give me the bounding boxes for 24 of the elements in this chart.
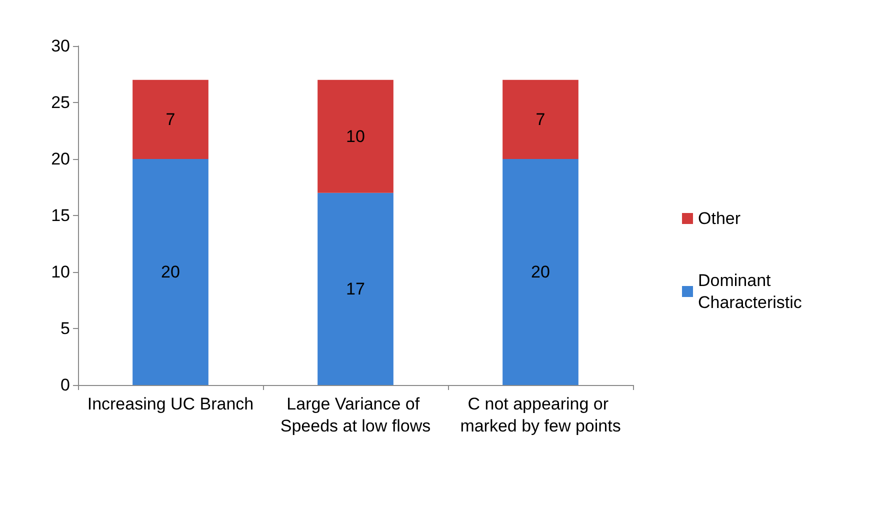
data-label: 20 — [161, 262, 180, 282]
data-label: 17 — [346, 279, 365, 298]
data-label: 10 — [346, 126, 365, 146]
y-tick-label: 15 — [51, 206, 70, 225]
bar — [502, 159, 578, 385]
data-label: 7 — [536, 110, 546, 129]
legend-label: Dominant Characteristic — [698, 271, 802, 312]
x-tick-label: Large Variance of Speeds at low flows — [280, 394, 431, 436]
x-tick-label: C not appearing or marked by few points — [460, 394, 621, 436]
y-tick-label: 0 — [60, 376, 70, 394]
x-tick-label: Increasing UC Branch — [87, 394, 254, 414]
bar — [132, 159, 208, 385]
y-tick-label: 20 — [51, 150, 70, 168]
legend-label: Other — [698, 209, 741, 228]
bar — [132, 80, 208, 159]
y-tick-label: 25 — [51, 93, 70, 112]
y-tick-label: 30 — [51, 36, 70, 56]
y-tick-label: 5 — [60, 319, 70, 338]
bar — [502, 80, 578, 159]
data-label: 20 — [531, 262, 550, 282]
bar — [318, 192, 394, 385]
bar — [318, 80, 394, 193]
y-tick-label: 10 — [51, 262, 70, 282]
data-label: 7 — [166, 110, 176, 129]
